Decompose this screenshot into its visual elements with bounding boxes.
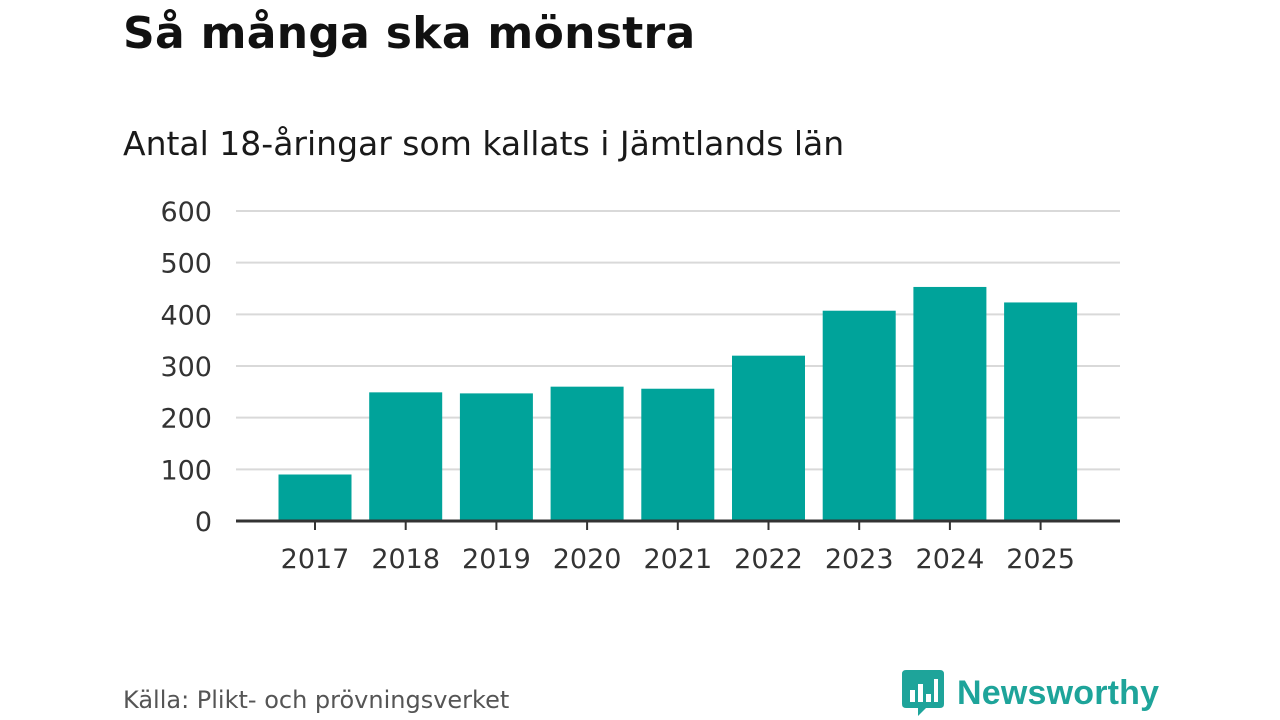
- bar: [1004, 302, 1078, 521]
- x-tick-label: 2022: [734, 544, 803, 575]
- x-tick-label: 2019: [462, 544, 531, 575]
- x-tick-label: 2024: [916, 544, 985, 575]
- x-tick-label: 2017: [281, 544, 350, 575]
- bar: [459, 393, 533, 521]
- bar: [369, 392, 443, 521]
- chart-subtitle: Antal 18-åringar som kallats i Jämtlands…: [123, 124, 845, 163]
- bar: [913, 286, 987, 521]
- x-tick-label: 2018: [371, 544, 440, 575]
- x-tick-label: 2023: [825, 544, 894, 575]
- y-tick-label: 300: [160, 352, 212, 383]
- x-tick-label: 2025: [1006, 544, 1075, 575]
- brand-name: Newsworthy: [957, 673, 1160, 712]
- x-tick-label: 2020: [553, 544, 622, 575]
- y-tick-label: 500: [160, 249, 212, 280]
- y-tick-label: 600: [160, 197, 212, 228]
- y-tick-label: 200: [160, 404, 212, 435]
- source-note: Källa: Plikt- och prövningsverket: [123, 686, 510, 714]
- bar: [550, 386, 624, 521]
- y-tick-label: 0: [195, 507, 212, 538]
- bar: [822, 310, 896, 521]
- x-tick-label: 2021: [643, 544, 712, 575]
- bar: [278, 474, 352, 521]
- newsworthy-logo-icon: [902, 670, 944, 716]
- bar: [732, 355, 805, 521]
- brand-logo: Newsworthy: [902, 670, 1159, 716]
- y-tick-label: 100: [160, 455, 212, 486]
- bar: [641, 388, 715, 521]
- y-tick-label: 400: [160, 300, 212, 331]
- chart-title: Så många ska mönstra: [123, 8, 696, 59]
